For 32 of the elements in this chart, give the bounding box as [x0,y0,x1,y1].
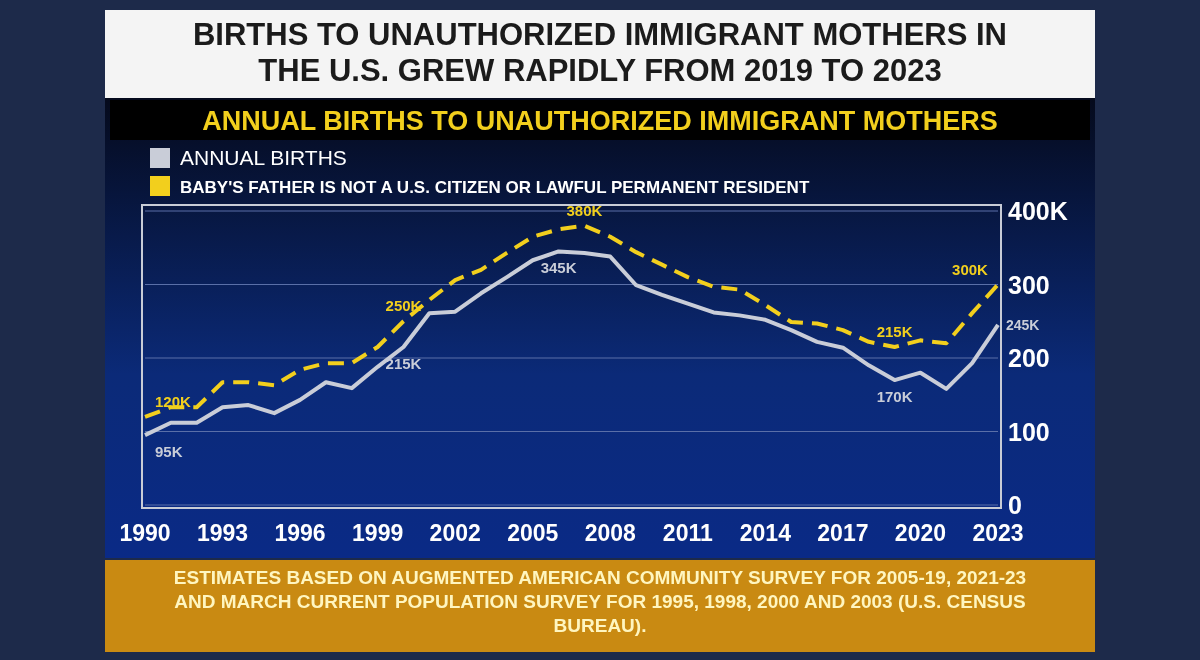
x-tick-label: 2002 [429,520,481,546]
x-tick-label: 1999 [352,520,404,546]
y-tick-label: 200 [1008,344,1050,372]
x-tick-label: 2011 [662,520,713,546]
y-tick-label: 100 [1008,417,1050,446]
chart-subtitle: ANNUAL BIRTHS TO UNAUTHORIZED IMMIGRANT MOTHERS [202,106,998,136]
y-tick-label: 300 [1008,270,1050,299]
x-tick-label: 2008 [584,520,637,546]
x-tick-label: 2014 [739,520,792,546]
chart-title: BIRTHS TO UNAUTHORIZED IMMIGRANT MOTHERS IN THE U.S. GREW RAPIDLY FROM 2019 TO 2023 [192,17,1008,88]
x-tick-label: 1993 [196,520,249,546]
data-label: 95K [155,443,183,461]
x-tick-label: 2023 [972,520,1024,546]
y-tick-label: 400K [1008,197,1068,225]
data-label: 170K [876,388,913,406]
data-label: 250K [385,297,422,315]
data-label: 300K [952,260,989,278]
data-label: 245K [1006,316,1040,333]
data-label: 215K [876,322,913,340]
data-label: 215K [385,354,422,372]
x-tick-label: 2005 [507,520,559,546]
x-tick-label: 2017 [817,520,869,546]
legend-label: ANNUAL BIRTHS [180,146,347,169]
data-label: 345K [540,259,577,277]
x-tick-label: 1996 [274,520,326,546]
y-tick-label: 0 [1008,491,1022,519]
x-tick-label: 1990 [119,520,171,546]
text: ESTIMATES BASED ON AUGMENTED AMERICAN COMMUNITY SURVEY FOR 2005-19, 2021-23 AND MARCH CURRENT POPULATION SURVEY FOR 1995, 1998, 2000 AND 2003 (U.S. CENSUS BUREAU). [173,567,1027,636]
legend-label: BABY'S FATHER IS NOT A U.S. CITIZEN OR LAWFUL PERMANENT RESIDENT [180,178,810,197]
line-series [143,223,1000,419]
x-tick-label: 2020 [894,520,947,546]
data-label: 380K [566,201,603,219]
